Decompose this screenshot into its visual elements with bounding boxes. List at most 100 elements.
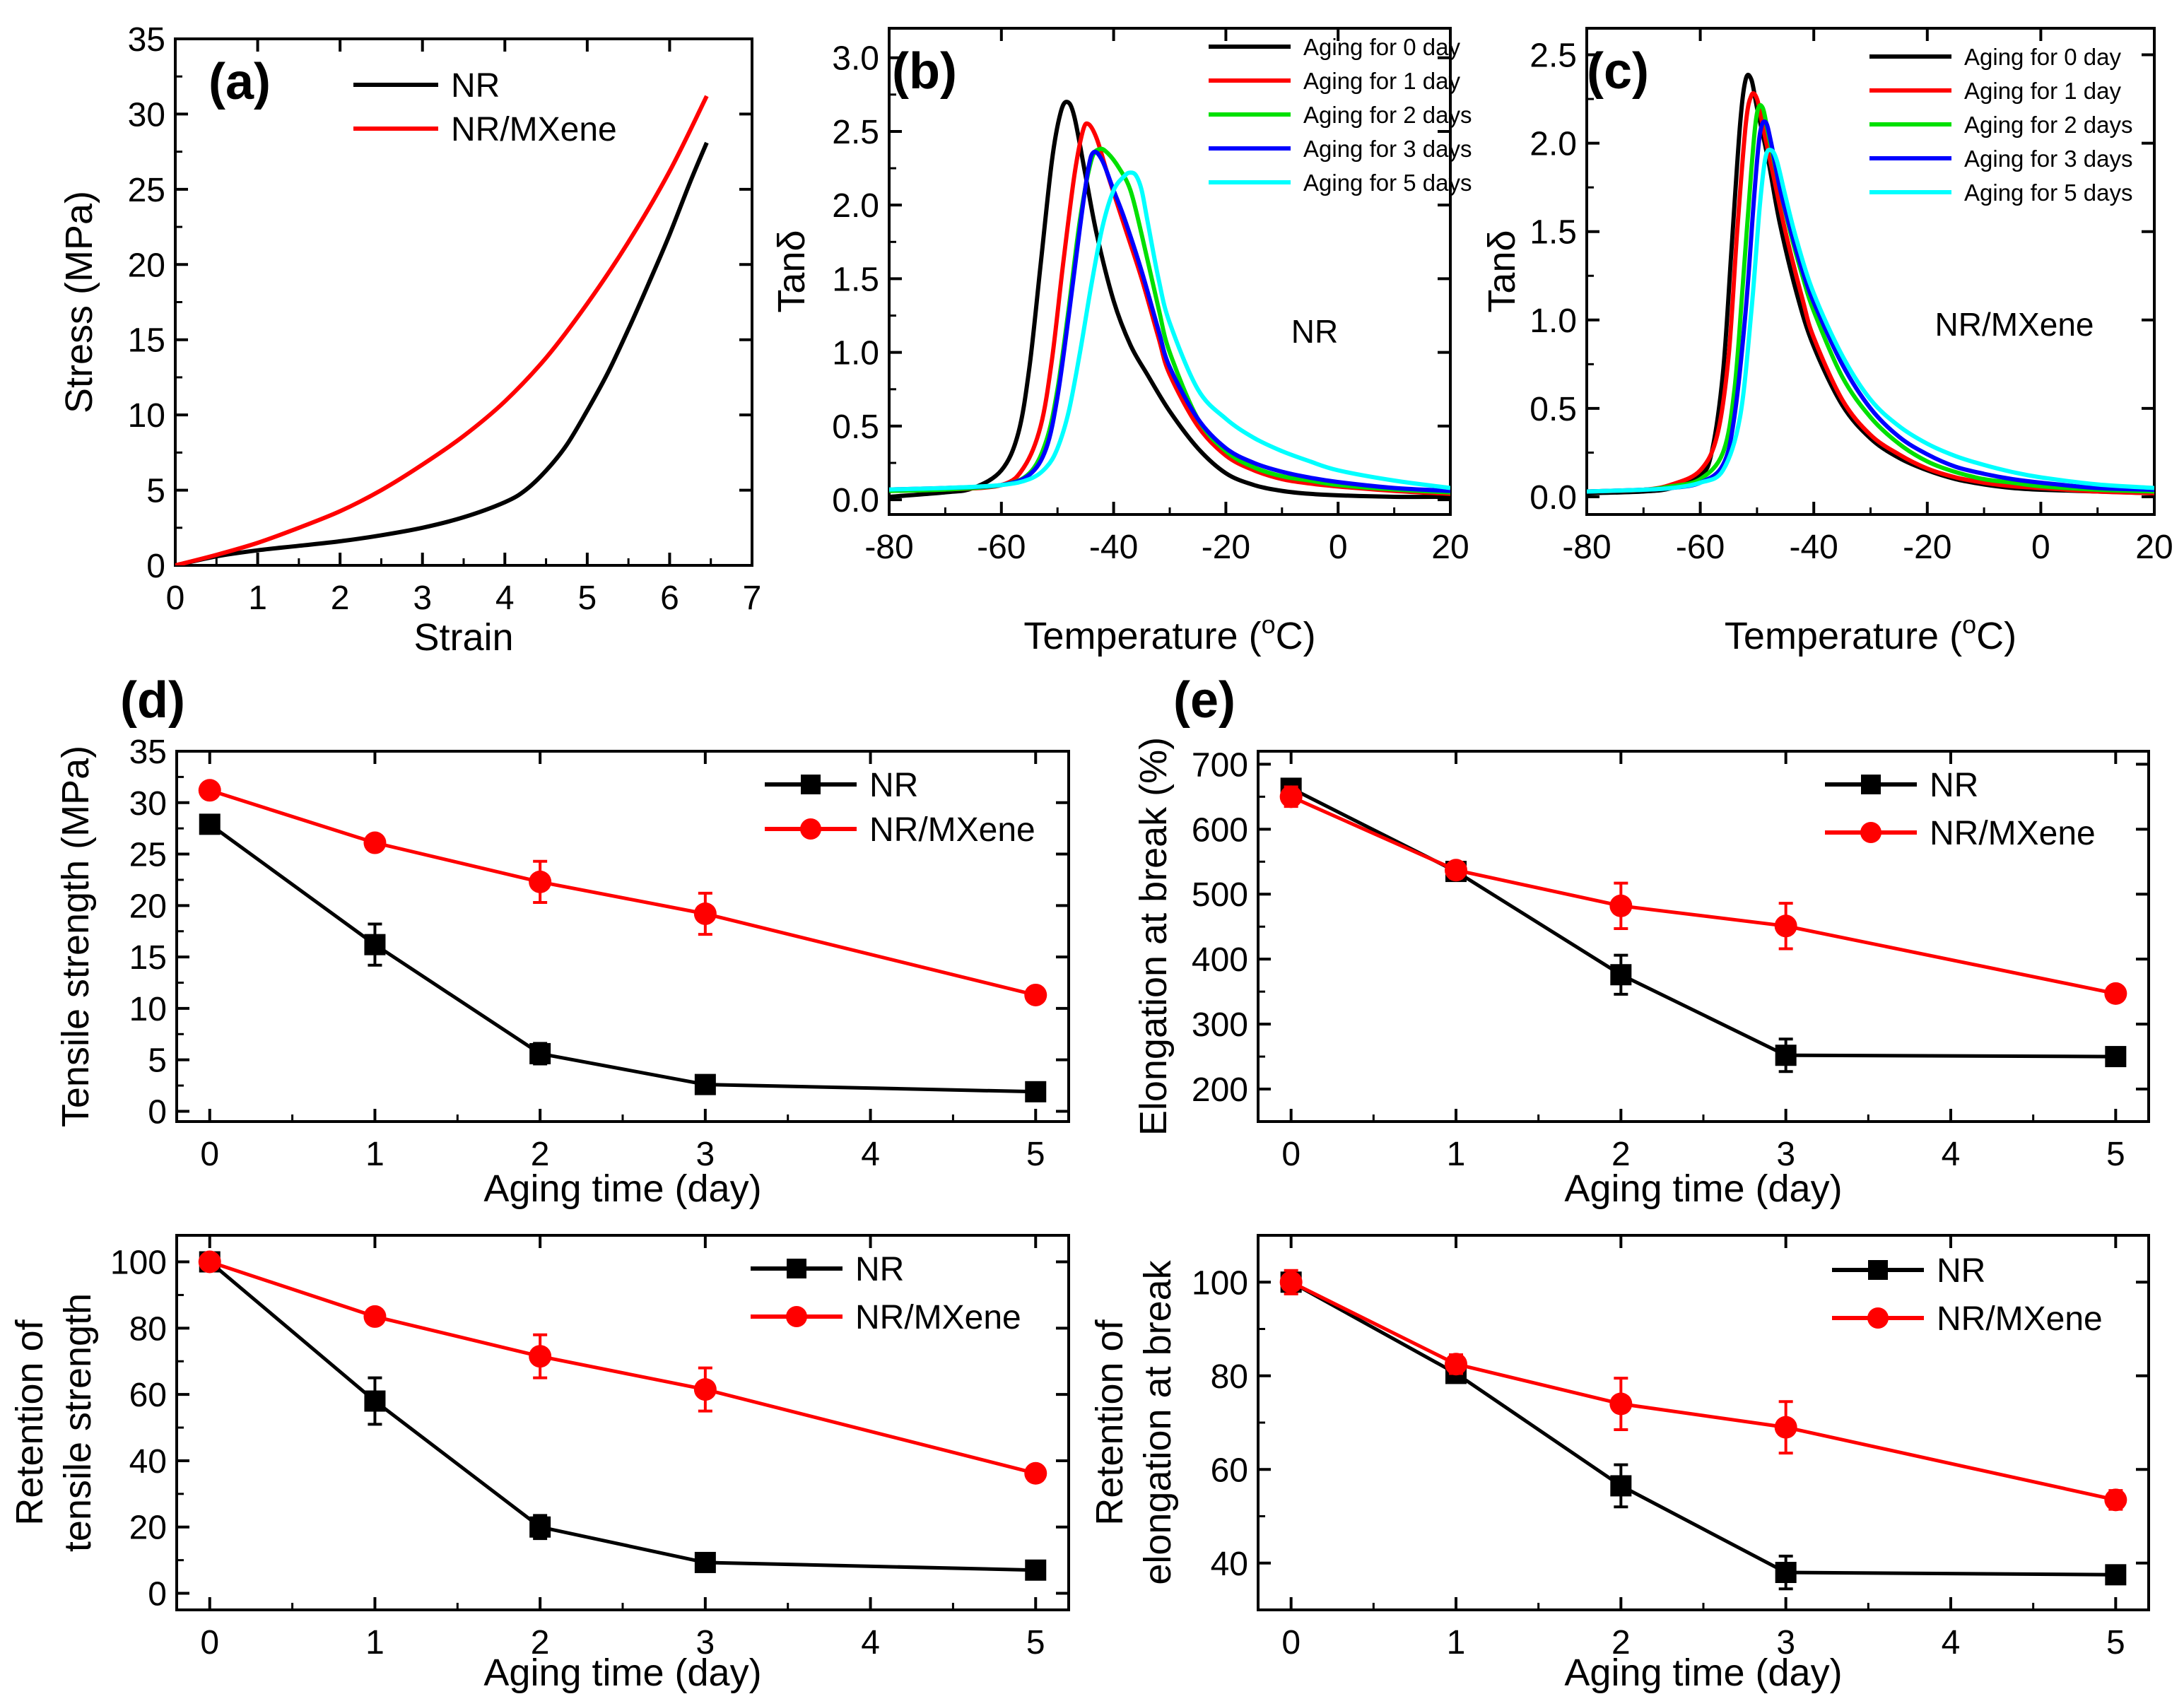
data-point-circle — [363, 1305, 387, 1328]
y-tick-label: 80 — [129, 1310, 167, 1348]
y-axis-label: Tensile strength (MPa) — [54, 746, 97, 1127]
legend: Aging for 0 day Aging for 1 day Aging for … — [1869, 44, 2132, 206]
legend-marker-square — [801, 775, 821, 794]
data-point-square — [1775, 1562, 1797, 1583]
y-tick-label: 60 — [129, 1377, 167, 1414]
x-tick-label: 5 — [578, 580, 597, 617]
y-tick-label: 2.0 — [832, 187, 879, 225]
y-tick-label: 5 — [146, 473, 165, 510]
x-tick-label: 20 — [2135, 529, 2173, 566]
data-point-circle — [1445, 859, 1467, 882]
x-tick-label: -40 — [1089, 529, 1138, 566]
legend-label: Aging for 0 day — [1303, 34, 1460, 60]
y-tick-label: 1.0 — [832, 335, 879, 372]
legend: Aging for 0 day Aging for 1 day Aging for … — [1209, 34, 1472, 196]
data-point-circle — [198, 779, 221, 802]
x-tick-label: 5 — [2106, 1136, 2125, 1173]
data-point-square — [529, 1516, 551, 1538]
chart-a: 0 1 2 3 4 5 6 7 0 5 10 15 20 25 30 35 Strain Stress (MPa)… — [58, 21, 761, 659]
series-line-nr-mxene — [175, 95, 709, 565]
data-layer — [1279, 777, 2127, 1073]
x-axis-label-pre: Temperature ( — [1023, 615, 1261, 657]
legend-label: Aging for 2 days — [1303, 102, 1472, 128]
legend-marker-square — [1868, 1260, 1888, 1280]
y-axis-label-line1: Retention of — [8, 1319, 51, 1525]
panel-label: (c) — [1587, 43, 1649, 100]
x-axis-label: Aging time (day) — [483, 1167, 761, 1210]
x-tick-label: 3 — [696, 1136, 715, 1173]
data-point-square — [364, 934, 386, 955]
chart-e-bottom: 0 1 2 3 4 5 40 60 80 100 Aging time (day) Retention… — [1088, 1234, 2150, 1694]
legend-marker-circle — [1860, 822, 1881, 843]
y-tick-label: 15 — [129, 939, 167, 977]
y-tick-label: 10 — [128, 397, 165, 435]
data-layer — [198, 1250, 1047, 1581]
y-axis-label: Elongation at break (%) — [1132, 737, 1175, 1136]
x-tick-label: 2 — [1611, 1136, 1631, 1173]
y-tick-label: 500 — [1192, 876, 1248, 914]
x-tick-label: 4 — [1942, 1624, 1961, 1661]
x-axis-label-post: C) — [1976, 615, 2016, 657]
legend-label: Aging for 3 days — [1303, 136, 1472, 162]
x-tick-label: 4 — [495, 580, 515, 617]
x-axis-label-sup: o — [1262, 610, 1276, 639]
data-point-circle — [1774, 1416, 1797, 1439]
x-tick-label: 1 — [365, 1136, 384, 1173]
x-tick-label: 4 — [861, 1136, 880, 1173]
legend-label: NR — [869, 767, 918, 804]
data-point-square — [1610, 1475, 1632, 1497]
y-tick-label: 3.0 — [832, 40, 879, 78]
y-axis-label: Tanδ — [1481, 230, 1523, 312]
plot-frame — [1257, 750, 2150, 1123]
data-layer — [1279, 1269, 2127, 1591]
y-axis-label-line2: elongation at break — [1137, 1259, 1179, 1584]
x-tick-label: 0 — [166, 580, 185, 617]
y-tick-label: 700 — [1192, 746, 1248, 784]
y-tick-label: 2.5 — [1530, 37, 1577, 75]
data-point-circle — [1279, 1271, 1303, 1294]
y-tick-label: 60 — [1211, 1452, 1248, 1489]
x-tick-label: 0 — [2031, 529, 2050, 566]
legend-label: NR — [1937, 1252, 1985, 1290]
x-axis-label: Strain — [413, 616, 513, 659]
series-line-aging-for-5-days — [889, 170, 1450, 492]
legend: NR NR/MXene — [353, 67, 617, 148]
legend-marker-square — [787, 1259, 806, 1278]
series-line-aging-for-0-day — [889, 100, 1450, 500]
y-tick-label: 40 — [129, 1443, 167, 1481]
y-tick-label: 0 — [148, 1576, 167, 1613]
panel-label: (b) — [892, 43, 957, 100]
legend: NR NR/MXene — [1825, 767, 2096, 852]
y-tick-label: 25 — [129, 837, 167, 874]
data-point-circle — [693, 902, 717, 925]
data-point-square — [694, 1551, 716, 1573]
x-tick-label: 5 — [1026, 1624, 1045, 1661]
legend-label: NR/MXene — [1937, 1300, 2103, 1338]
legend: NR NR/MXene — [765, 767, 1035, 849]
data-point-square — [1775, 1045, 1797, 1066]
legend-label: NR — [1930, 767, 1978, 804]
y-tick-label: 20 — [129, 1510, 167, 1547]
y-tick-label: 1.5 — [832, 261, 879, 298]
series-line-aging-for-5-days — [1587, 148, 2154, 494]
legend-label: NR/MXene — [869, 811, 1035, 849]
y-tick-label: 0 — [146, 548, 165, 585]
legend-label: NR/MXene — [1930, 815, 2096, 852]
x-tick-label: 1 — [365, 1624, 384, 1661]
panel-label: (d) — [120, 672, 185, 729]
chart-e-top: 0 1 2 3 4 5 200 300 400 500 600 700 Aging time (day)… — [1132, 672, 2150, 1210]
y-tick-label: 2.0 — [1530, 126, 1577, 163]
series-line-aging-for-1-day — [1587, 91, 2154, 495]
y-tick-label: 0.0 — [1530, 479, 1577, 517]
x-tick-label: 7 — [743, 580, 762, 617]
x-tick-label: 0 — [200, 1624, 219, 1661]
data-point-square — [1025, 1559, 1047, 1581]
legend-label: NR/MXene — [855, 1299, 1021, 1336]
x-tick-label: -60 — [977, 529, 1026, 566]
panel-label: (a) — [209, 54, 271, 110]
x-tick-label: 20 — [1431, 529, 1469, 566]
chart-d-top: 0 1 2 3 4 5 0 5 10 15 20 25 30 35 Aging time (day) Tens… — [54, 672, 1070, 1210]
chart-b: -80 -60 -40 -20 0 20 0.0 0.5 1.0 1.5 2.0 2.5 3.0 Temp… — [770, 27, 1472, 657]
legend-label: Aging for 3 days — [1964, 146, 2132, 172]
y-axis-label: Stress (MPa) — [58, 191, 100, 413]
